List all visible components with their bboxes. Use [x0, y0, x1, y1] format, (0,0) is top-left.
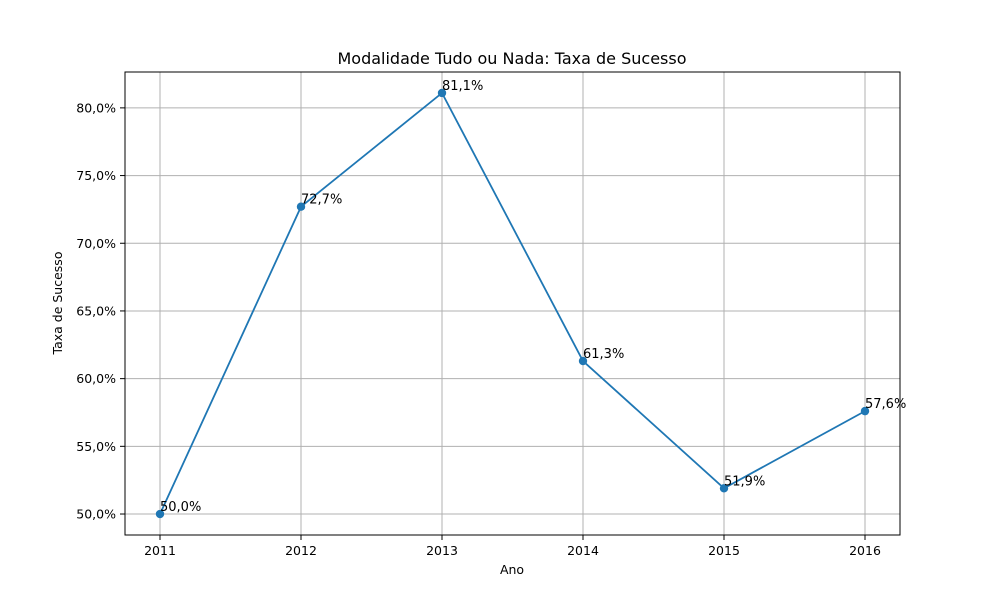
data-point: [719, 484, 729, 493]
data-point: [155, 509, 165, 519]
series-line: [159, 91, 866, 515]
data-point: [578, 356, 588, 366]
data-label: 72,7%: [301, 193, 342, 208]
x-tick-label: 2015: [708, 543, 740, 558]
series: 50,0% 72,7% 81,1% 61,3% 51,9% 57,6%: [155, 79, 906, 519]
chart-title: Modalidade Tudo ou Nada: Taxa de Sucesso: [337, 49, 686, 68]
data-label: 51,9%: [724, 474, 765, 489]
axes: 2011 2012 2013 2014 2015 2016 50,0% 55,0% 60,0% 6…: [76, 100, 881, 558]
data-point: [437, 88, 447, 98]
grid: [125, 72, 900, 535]
y-tick-label: 60,0%: [76, 371, 116, 386]
x-tick-label: 2013: [426, 543, 458, 558]
x-tick-label: 2014: [567, 543, 599, 558]
y-tick-label: 75,0%: [76, 168, 116, 183]
y-tick-label: 80,0%: [76, 100, 116, 115]
data-label: 50,0%: [160, 500, 201, 515]
data-point: [296, 202, 306, 211]
x-axis-label: Ano: [500, 562, 524, 577]
y-tick-label: 65,0%: [76, 303, 116, 318]
data-label: 81,1%: [442, 79, 483, 94]
data-label: 61,3%: [583, 347, 624, 362]
y-tick-label: 70,0%: [76, 236, 116, 251]
y-tick-label: 50,0%: [76, 507, 116, 522]
y-tick-label: 55,0%: [76, 439, 116, 454]
data-label: 57,6%: [865, 397, 906, 412]
x-tick-label: 2016: [849, 543, 881, 558]
data-point: [860, 406, 870, 416]
y-axis-label: Taxa de Sucesso: [50, 252, 65, 356]
x-tick-label: 2012: [285, 543, 317, 558]
x-tick-label: 2011: [144, 543, 176, 558]
plot-frame: [124, 71, 901, 536]
